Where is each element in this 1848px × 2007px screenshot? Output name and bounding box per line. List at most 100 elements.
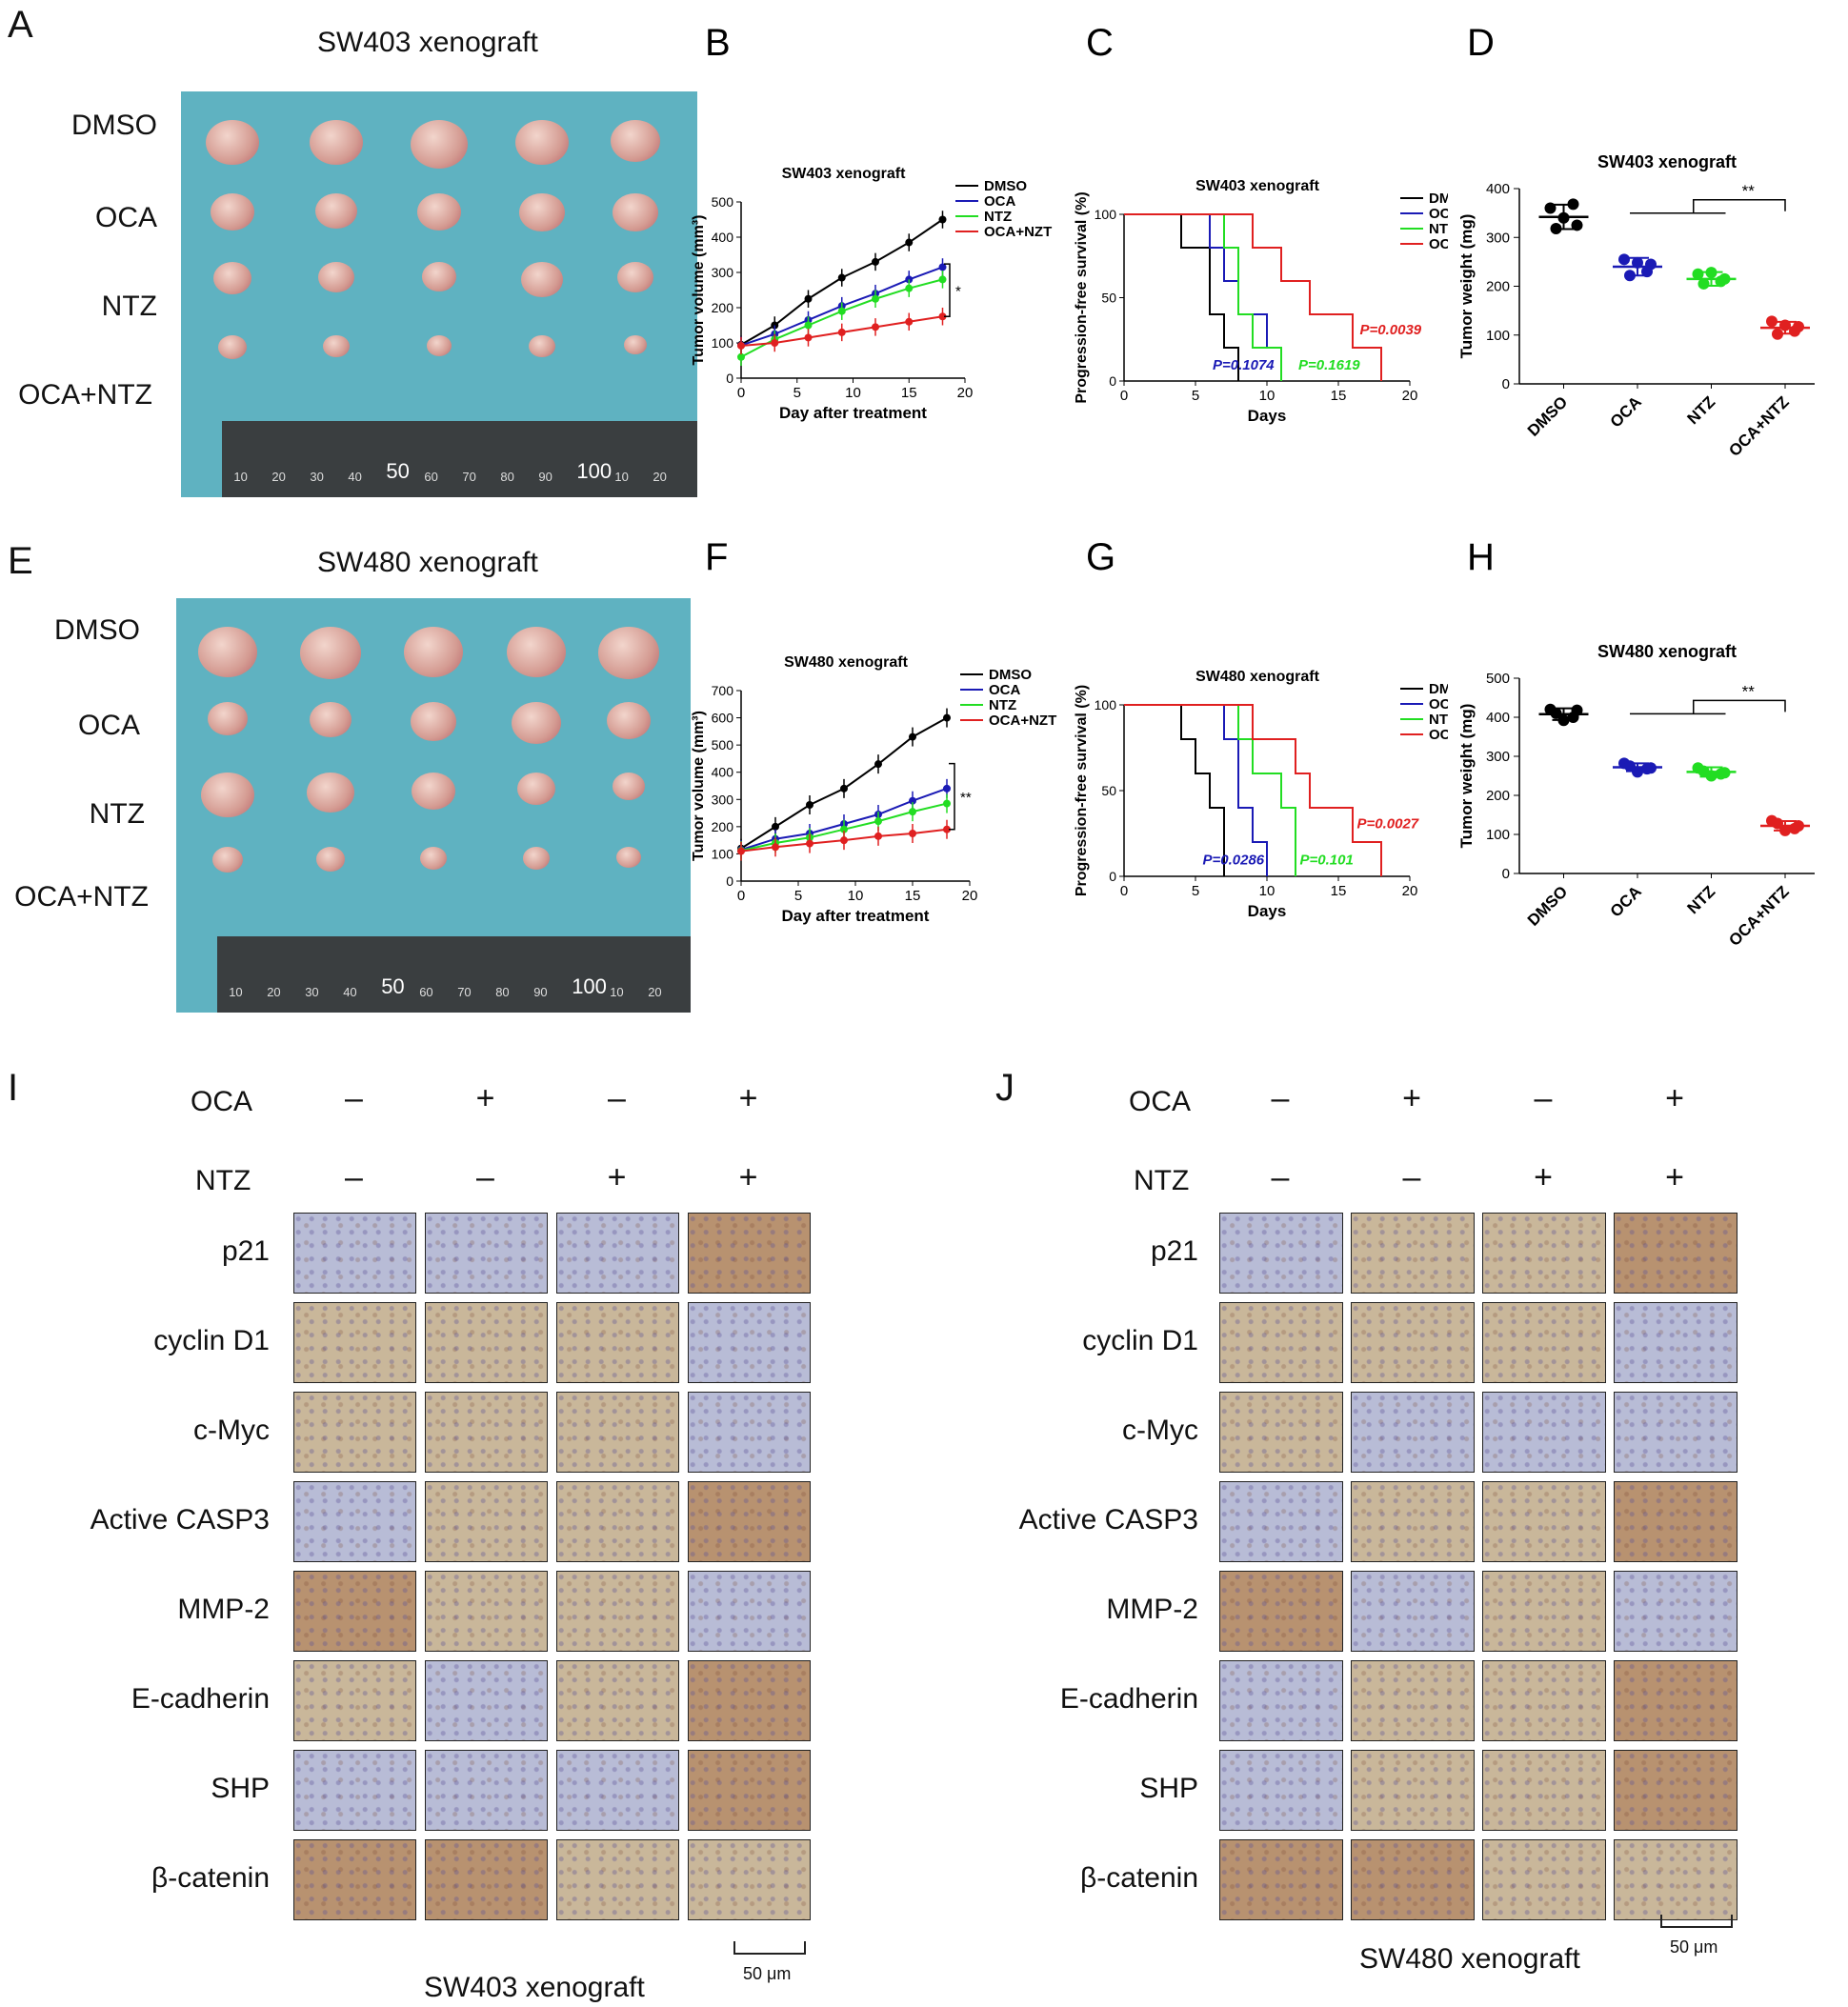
ihc-image-tile (688, 1571, 811, 1652)
tumor-sample (317, 261, 354, 293)
data-point (837, 307, 846, 315)
legend-label: DMSO (989, 667, 1032, 683)
oca-sign: + (1402, 1080, 1421, 1116)
row-label-oca: OCA (77, 710, 140, 741)
marker-label: c-Myc (193, 1414, 270, 1446)
marker-label: cyclin D1 (153, 1324, 270, 1356)
legend-label: NTZ (1429, 221, 1448, 237)
y-tick-label: 0 (1502, 866, 1510, 882)
ihc-image-tile (1219, 1571, 1343, 1652)
marker-label: SHP (211, 1772, 270, 1804)
significance-bracket (1630, 199, 1786, 214)
y-tick-label: 50 (1101, 783, 1116, 798)
data-point (837, 273, 846, 282)
x-tick-label: DMSO (1524, 392, 1571, 439)
tumor-sample (213, 261, 252, 294)
ihc-image-tile (425, 1750, 548, 1831)
ruler-number: 10 (229, 985, 243, 999)
ruler-number: 80 (500, 470, 514, 484)
ihc-image-tile (1614, 1571, 1738, 1652)
chart-g-survival-sw480: G SW480 xenograft 0 5 10 15 20 0 50 100 Days Progre… (1074, 536, 1448, 920)
x-tick-label: OCA (1607, 882, 1645, 920)
legend-label: DMSO (1429, 191, 1448, 207)
legend-label: OCA (1429, 696, 1448, 712)
y-tick-label: 400 (712, 230, 734, 245)
row-label-dmso: DMSO (54, 614, 140, 646)
data-point (1645, 258, 1657, 271)
ruler-number: 70 (457, 985, 472, 999)
ruler-number: 10 (610, 985, 624, 999)
x-tick-label: 10 (1259, 883, 1276, 899)
tumor-sample (507, 627, 566, 678)
treatment-label-ntz: NTZ (195, 1165, 251, 1196)
legend-label: DMSO (1429, 681, 1448, 697)
ruler-number: 20 (648, 985, 662, 999)
data-point (806, 801, 814, 809)
tumor-sample (529, 334, 556, 358)
legend-label: OCA+NTZ (1429, 236, 1448, 252)
x-tick-label: 15 (905, 888, 921, 904)
tumor-sample (512, 701, 561, 744)
y-tick-label: 0 (1502, 376, 1510, 392)
data-point (1645, 762, 1657, 774)
chart-title: SW480 xenograft (1597, 642, 1737, 661)
ihc-image-tile (1219, 1213, 1343, 1294)
panel-e-title: SW480 xenograft (317, 547, 538, 578)
ruler-number: 30 (310, 470, 324, 484)
y-tick-label: 300 (712, 792, 734, 807)
ihc-image-tile (1482, 1481, 1606, 1562)
ihc-image-tile (556, 1213, 679, 1294)
ihc-image-tile (1351, 1660, 1475, 1741)
ruler: 10 20 30 40 50 60 70 80 90 100 10 20 (217, 936, 691, 1013)
marker-label: E-cadherin (1059, 1682, 1198, 1715)
ihc-image-tile (293, 1839, 416, 1920)
ihc-image-tile (425, 1839, 548, 1920)
data-point (1772, 328, 1783, 340)
ntz-sign: + (1534, 1159, 1553, 1195)
data-point (943, 784, 951, 793)
marker-label: Active CASP3 (1018, 1503, 1198, 1535)
x-tick-label: 5 (1192, 388, 1199, 404)
x-tick-label: NTZ (1684, 392, 1719, 428)
data-point (905, 284, 914, 292)
tumor-sample (521, 261, 564, 298)
data-point (872, 323, 879, 331)
x-tick-label: 20 (957, 385, 974, 401)
oca-sign: + (738, 1080, 758, 1116)
tumor-sample (307, 772, 354, 813)
y-tick-label: 0 (726, 873, 733, 889)
y-axis-label: Tumor weight (mg) (1457, 704, 1476, 849)
legend-label: OCA (984, 193, 1016, 210)
ruler-number: 70 (462, 470, 476, 484)
data-point (840, 836, 848, 845)
marker-label: Active CASP3 (90, 1503, 270, 1535)
legend-label: NTZ (984, 209, 1012, 225)
data-point (909, 808, 916, 816)
ihc-image-tile (425, 1481, 548, 1562)
tumor-sample (411, 119, 468, 169)
tumor-sample (420, 847, 447, 870)
chart-title: SW403 xenograft (1195, 178, 1319, 194)
ruler-number: 90 (533, 985, 548, 999)
tumor-sample (515, 119, 570, 166)
y-tick-label: 700 (712, 683, 734, 698)
ihc-image-tile (688, 1481, 811, 1562)
y-axis-label: Tumor weight (mg) (1457, 214, 1476, 359)
x-tick-label: 5 (1192, 883, 1199, 899)
data-point (1697, 277, 1710, 290)
series-line-dmso (1124, 704, 1225, 876)
treatment-label-oca: OCA (1129, 1086, 1192, 1117)
treatment-label-oca: OCA (191, 1086, 253, 1117)
row-label-oca-ntz: OCA+NTZ (18, 379, 152, 411)
panel-letter: F (705, 536, 728, 578)
significance-bracket (949, 762, 955, 831)
legend-label: OCA (989, 682, 1021, 698)
ihc-image-tile (1351, 1571, 1475, 1652)
marker-label: SHP (1139, 1772, 1198, 1804)
data-point (874, 817, 882, 826)
ruler: 10 20 30 40 50 60 70 80 90 100 10 20 (222, 421, 697, 497)
panel-i-footer: SW403 xenograft (424, 1972, 645, 2003)
ntz-sign: – (476, 1159, 494, 1195)
data-point (1618, 253, 1630, 266)
data-point (804, 321, 813, 330)
